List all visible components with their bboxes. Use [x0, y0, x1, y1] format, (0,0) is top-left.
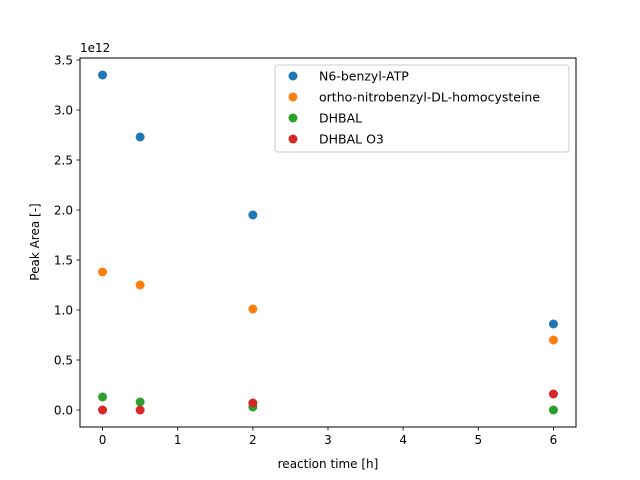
- y-multiplier-label: 1e12: [80, 41, 110, 55]
- y-tick-label: 0.5: [54, 354, 73, 368]
- legend-label: ortho-nitrobenzyl-DL-homocysteine: [319, 90, 540, 105]
- data-point-series-1: [135, 280, 145, 290]
- x-tick-label: 4: [399, 433, 407, 447]
- y-tick-label: 1.0: [54, 304, 73, 318]
- data-point-series-3: [548, 389, 558, 399]
- data-point-series-0: [98, 70, 108, 80]
- data-point-series-2: [548, 405, 558, 415]
- x-tick-label: 1: [174, 433, 182, 447]
- data-point-series-1: [548, 335, 558, 345]
- data-point-series-3: [248, 398, 258, 408]
- legend-box: [274, 64, 570, 153]
- x-tick-label: 2: [249, 433, 257, 447]
- x-tick-label: 6: [550, 433, 558, 447]
- x-tick-label: 5: [474, 433, 482, 447]
- data-point-series-1: [98, 267, 108, 277]
- y-axis-label: Peak Area [-]: [28, 203, 42, 280]
- data-points: [98, 70, 558, 415]
- legend-marker: [288, 134, 298, 144]
- y-tick-label: 2.0: [54, 204, 73, 218]
- data-point-series-2: [135, 397, 145, 407]
- data-point-series-0: [548, 319, 558, 329]
- x-tick-label: 0: [99, 433, 107, 447]
- y-tick-label: 3.0: [54, 104, 73, 118]
- x-axis-label: reaction time [h]: [278, 457, 379, 471]
- y-tick-label: 0.0: [54, 404, 73, 418]
- y-tick-label: 3.5: [54, 54, 73, 68]
- data-point-series-1: [248, 304, 258, 314]
- y-tick-label: 2.5: [54, 154, 73, 168]
- axis-ticks: 0 1 2 3 4 5 6 0.0 0.5 1.0 1.5 2.0 2.5 3.0 3.5: [54, 54, 557, 448]
- data-point-series-0: [248, 210, 258, 220]
- legend-label: DHBAL O3: [319, 132, 384, 147]
- data-point-series-3: [135, 405, 145, 415]
- legend-marker: [288, 92, 298, 102]
- y-tick-label: 1.5: [54, 254, 73, 268]
- x-tick-label: 3: [324, 433, 332, 447]
- data-point-series-0: [135, 132, 145, 142]
- legend-label: DHBAL: [319, 111, 362, 126]
- data-point-series-2: [98, 392, 108, 402]
- data-point-series-3: [98, 405, 108, 415]
- legend: N6-benzyl-ATP ortho-nitrobenzyl-DL-homocy…: [274, 64, 570, 153]
- legend-label: N6-benzyl-ATP: [319, 69, 409, 84]
- legend-marker: [288, 71, 298, 81]
- plot-frame: [79, 57, 577, 428]
- legend-marker: [288, 113, 298, 123]
